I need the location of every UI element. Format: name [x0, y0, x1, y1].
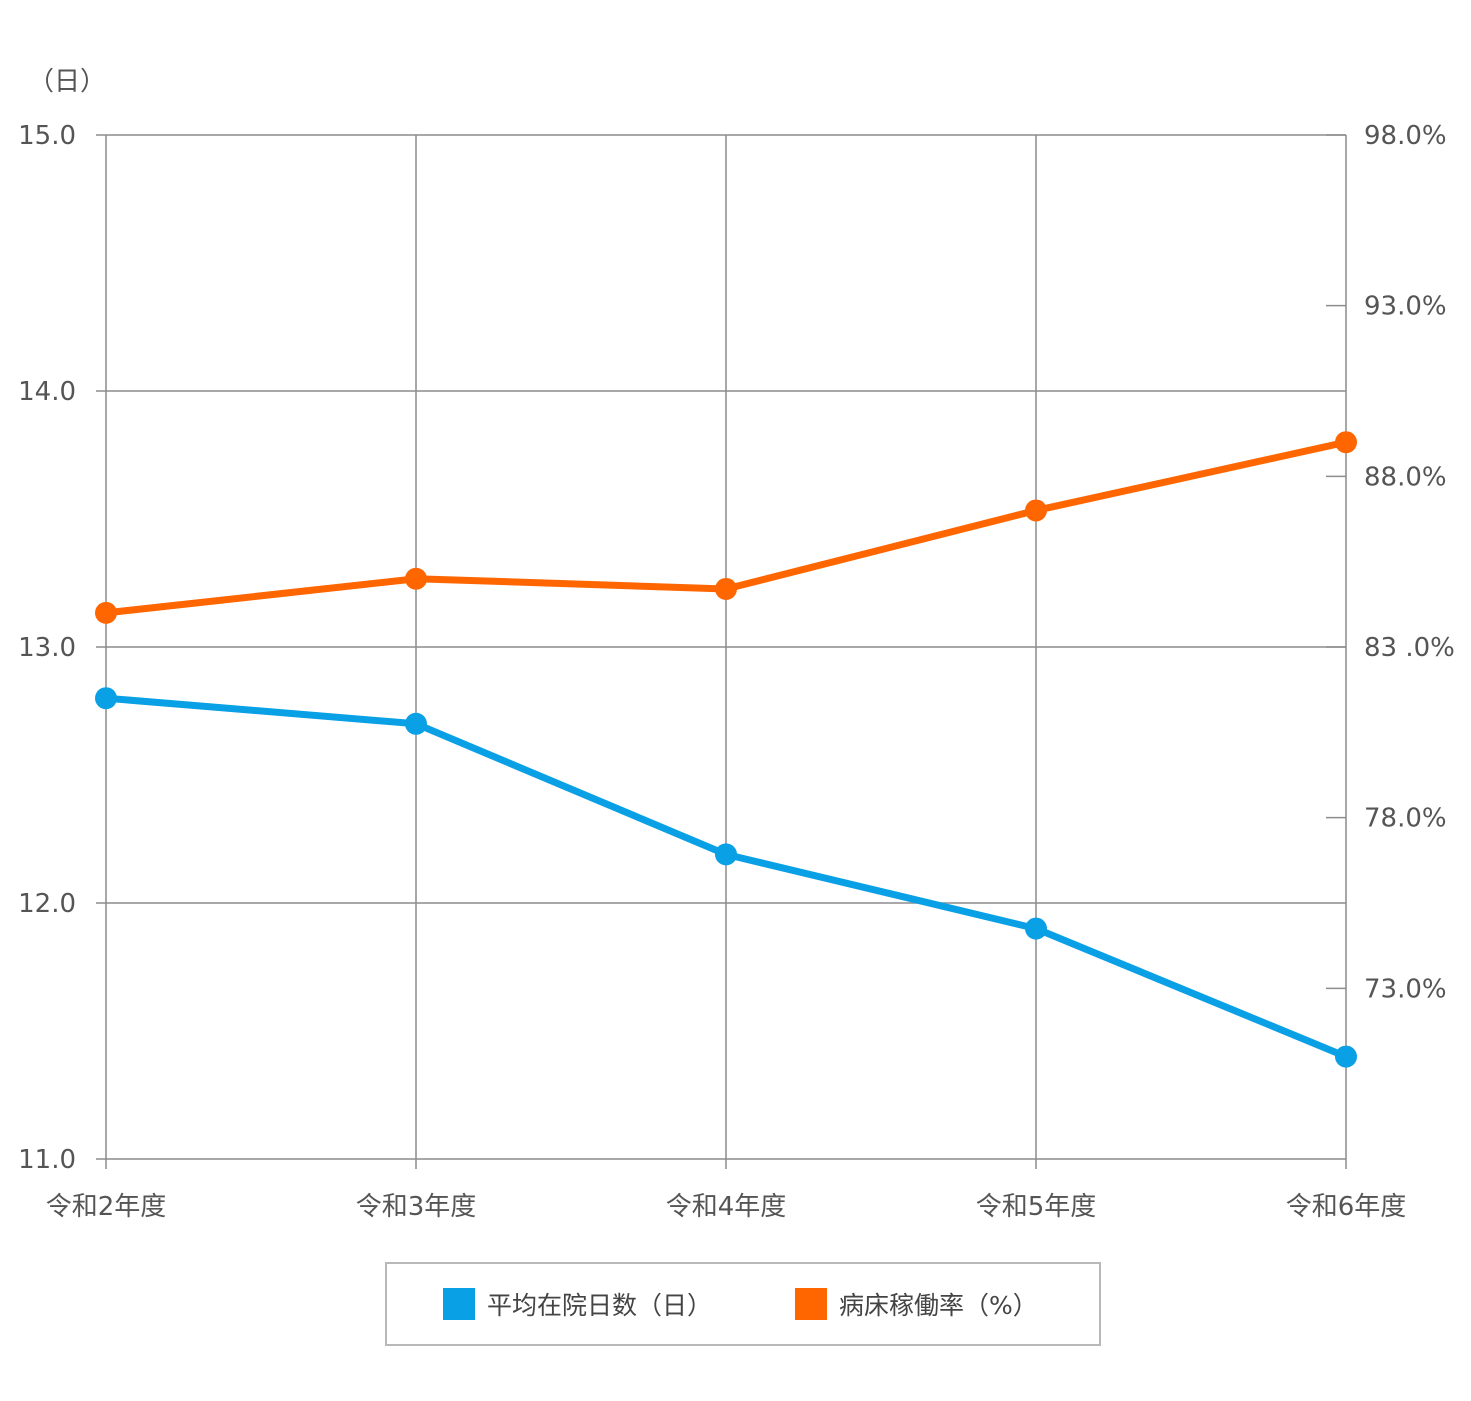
legend-item-series-2: 病床稼働率（%）	[795, 1264, 1038, 1344]
data-point-series-2	[1335, 431, 1357, 454]
left-axis-tick-label: 12.0	[18, 889, 76, 919]
legend-label-series-2: 病床稼働率（%）	[839, 1291, 1038, 1320]
legend-label-series-1: 平均在院日数（日）	[487, 1291, 713, 1320]
axis-layer	[96, 134, 1347, 1169]
grid-layer	[105, 134, 1347, 1160]
right-axis-tick-label: 93.0%	[1364, 292, 1447, 322]
data-point-series-1	[405, 712, 427, 735]
series-layer	[95, 431, 1357, 1068]
right-axis-tick-label: 88.0%	[1364, 462, 1447, 492]
left-axis-unit-label: （日）	[28, 67, 106, 97]
right-axis-tick-label: 78.0%	[1364, 804, 1447, 834]
data-point-series-2	[715, 577, 737, 600]
legend-item-series-1: 平均在院日数（日）	[443, 1264, 712, 1344]
right-axis-tick-label: 73.0%	[1364, 974, 1447, 1004]
x-axis-tick-label: 令和2年度	[46, 1192, 167, 1222]
data-point-series-2	[1025, 499, 1047, 522]
data-point-series-2	[95, 601, 117, 624]
right-axis-tick-label: 98.0%	[1364, 121, 1447, 151]
data-point-series-1	[1335, 1045, 1357, 1068]
legend-swatch-series-1	[443, 1288, 475, 1320]
legend-swatch-series-2	[795, 1288, 827, 1320]
data-point-series-2	[405, 567, 427, 590]
left-axis-tick-label: 15.0	[18, 121, 76, 151]
data-point-series-1	[715, 843, 737, 866]
x-axis-tick-label: 令和5年度	[976, 1192, 1097, 1222]
label-layer: 11.0 12.0 13.0 14.0 15.0 令和2年度 令和3年度 令和4年度 令和5年度…	[18, 67, 1455, 1222]
data-point-series-1	[1025, 917, 1047, 940]
x-axis-tick-label: 令和3年度	[356, 1192, 477, 1222]
x-axis-tick-label: 令和4年度	[666, 1192, 787, 1222]
legend: 平均在院日数（日） 病床稼働率（%）	[385, 1262, 1101, 1346]
left-axis-tick-label: 11.0	[18, 1145, 76, 1175]
data-point-series-1	[95, 687, 117, 710]
left-axis-tick-label: 13.0	[18, 633, 76, 663]
x-axis-tick-label: 令和6年度	[1286, 1192, 1407, 1222]
left-axis-tick-label: 14.0	[18, 377, 76, 407]
right-axis-tick-label: 83 .0%	[1364, 633, 1455, 663]
